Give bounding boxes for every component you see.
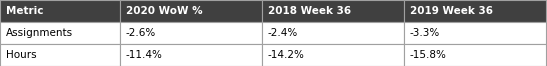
Text: -14.2%: -14.2% <box>268 50 305 60</box>
Text: 2019 Week 36: 2019 Week 36 <box>410 6 493 16</box>
Bar <box>262 0 404 22</box>
Text: Metric: Metric <box>6 6 44 16</box>
Text: Assignments: Assignments <box>6 28 73 38</box>
Text: -2.4%: -2.4% <box>268 28 298 38</box>
Text: Hours: Hours <box>6 50 37 60</box>
Text: -3.3%: -3.3% <box>410 28 440 38</box>
Bar <box>120 22 262 44</box>
Bar <box>404 22 546 44</box>
Bar <box>0 0 120 22</box>
Bar <box>0 44 120 66</box>
Text: -11.4%: -11.4% <box>126 50 163 60</box>
Bar <box>404 0 546 22</box>
Bar <box>262 44 404 66</box>
Bar <box>262 22 404 44</box>
Text: -2.6%: -2.6% <box>126 28 156 38</box>
Bar <box>120 0 262 22</box>
Text: 2018 Week 36: 2018 Week 36 <box>268 6 351 16</box>
Text: -15.8%: -15.8% <box>410 50 447 60</box>
Bar <box>404 44 546 66</box>
Bar <box>120 44 262 66</box>
Bar <box>0 22 120 44</box>
Text: 2020 WoW %: 2020 WoW % <box>126 6 202 16</box>
